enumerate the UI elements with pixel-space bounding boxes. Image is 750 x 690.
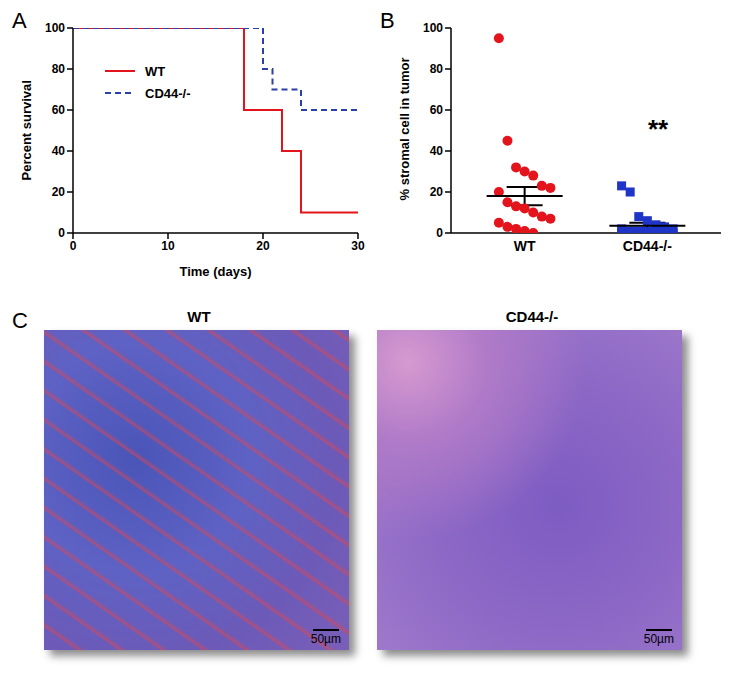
svg-text:80: 80 xyxy=(52,62,66,76)
svg-text:% stromal cell in tumor: % stromal cell in tumor xyxy=(397,57,412,200)
svg-text:60: 60 xyxy=(430,103,444,117)
svg-text:80: 80 xyxy=(430,62,444,76)
html-text:B: B xyxy=(380,8,395,33)
svg-text:40: 40 xyxy=(52,144,66,158)
svg-text:100: 100 xyxy=(423,21,443,35)
svg-text:WT: WT xyxy=(514,238,536,254)
html-text:A: A xyxy=(12,8,27,33)
svg-text:60: 60 xyxy=(52,103,66,117)
html-text:50µm: 50µm xyxy=(643,632,674,646)
svg-text:20: 20 xyxy=(256,239,270,253)
html-text:WT: WT xyxy=(145,63,166,79)
html-text:CD44-/-: CD44-/- xyxy=(145,85,191,101)
svg-text:30: 30 xyxy=(351,239,365,253)
html-text:CD44-/-: CD44-/- xyxy=(505,308,559,325)
svg-text:0: 0 xyxy=(436,226,443,240)
svg-text:CD44-/-: CD44-/- xyxy=(623,238,672,254)
html-text:C: C xyxy=(12,308,28,333)
svg-text:Percent survival: Percent survival xyxy=(19,80,34,180)
svg-text:10: 10 xyxy=(161,239,175,253)
svg-text:100: 100 xyxy=(45,21,65,35)
svg-text:20: 20 xyxy=(52,185,66,199)
svg-text:20: 20 xyxy=(430,185,444,199)
svg-text:0: 0 xyxy=(70,239,77,253)
svg-text:Time (days): Time (days) xyxy=(179,264,251,279)
html-text:WT: WT xyxy=(187,308,211,325)
svg-text:40: 40 xyxy=(430,144,444,158)
html-text:50µm: 50µm xyxy=(310,632,341,646)
svg-text:0: 0 xyxy=(58,226,65,240)
